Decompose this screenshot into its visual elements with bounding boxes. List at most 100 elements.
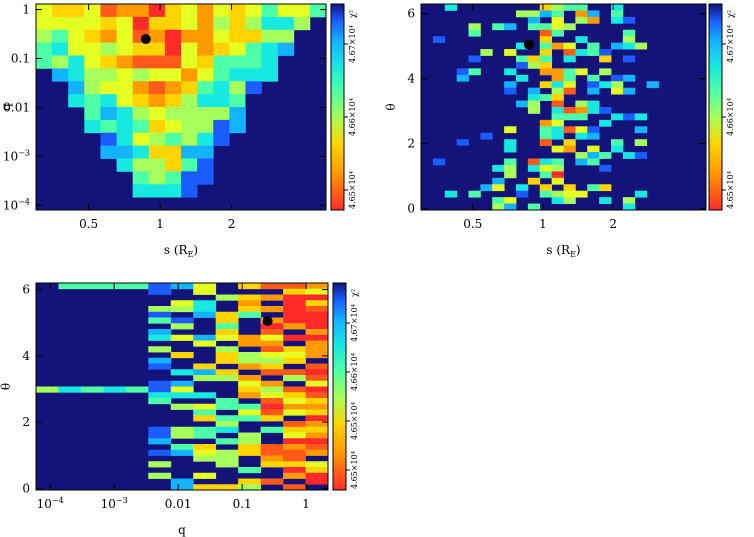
x-tick-label: 10−4 (37, 496, 64, 511)
heatmap-cell (215, 334, 239, 341)
heatmap-cell (599, 152, 612, 159)
heatmap-cell (260, 398, 284, 405)
heatmap-cell (563, 126, 576, 134)
heatmap-cell (622, 29, 636, 37)
heatmap-cell (456, 145, 469, 153)
heatmap-cell (504, 139, 517, 147)
heatmap-cell (193, 444, 217, 451)
heatmap-cell (539, 158, 553, 166)
heatmap-cell (116, 55, 134, 69)
heatmap-cell (504, 68, 517, 76)
heatmap-cell (229, 55, 246, 69)
heatmap-cell (193, 375, 217, 382)
heatmap-cell (622, 113, 636, 121)
heatmap-cell (305, 386, 329, 393)
heatmap-cell (646, 68, 659, 76)
heatmap-cell (215, 449, 239, 456)
heatmap-cell (305, 449, 329, 456)
heatmap-cell (193, 334, 217, 341)
x-tick-label: 1 (539, 217, 547, 231)
colorbar-tick-label: 4.66×10⁴ (348, 98, 357, 136)
heatmap-cell (148, 16, 166, 31)
heatmap-cell (305, 340, 329, 347)
heatmap-cell (132, 68, 150, 82)
heatmap-cell (148, 29, 166, 44)
heatmap-cell (305, 300, 329, 307)
heatmap-cell (238, 294, 262, 301)
heatmap-cell (283, 317, 306, 324)
heatmap-cell (468, 29, 481, 37)
x-tick-label: 0.01 (165, 497, 192, 511)
heatmap-cell (181, 81, 198, 95)
heatmap-cell (164, 158, 182, 172)
heatmap-cell (148, 438, 172, 445)
heatmap-cell (148, 329, 172, 336)
heatmap-cell (551, 16, 564, 24)
heatmap-cell (527, 23, 541, 31)
heatmap-cell (658, 203, 671, 211)
heatmap-cell (575, 107, 588, 114)
heatmap-cell (551, 164, 564, 172)
heatmap-cell (468, 23, 481, 31)
heatmap-cell (305, 288, 329, 295)
heatmap-cell (148, 317, 172, 324)
heatmap-cell (215, 323, 239, 330)
heatmap-cell (215, 426, 239, 433)
heatmap-cell (504, 126, 517, 134)
heatmap-cell (148, 119, 166, 134)
heatmap-cell (539, 94, 553, 101)
heatmap-cell (283, 334, 306, 341)
x-tick-label: 0.5 (463, 217, 482, 231)
heatmap-cell (527, 203, 541, 211)
heatmap-cell (587, 42, 600, 50)
heatmap-cell (563, 184, 576, 192)
plot-frame (35, 282, 329, 491)
heatmap-cell (563, 23, 576, 31)
heatmap-cell (261, 29, 279, 44)
heatmap-cell (305, 363, 329, 370)
heatmap-cell (611, 74, 624, 82)
heatmap-cell (283, 438, 306, 445)
heatmap-cell (170, 478, 194, 485)
heatmap-cell (563, 139, 576, 147)
heatmap-cell (551, 10, 564, 18)
heatmap-cell (260, 403, 284, 410)
heatmap-cell (283, 357, 306, 364)
heatmap-cell (148, 145, 166, 159)
heatmap-cell (245, 94, 262, 108)
heatmap-cell (84, 94, 101, 108)
heatmap-cell (170, 369, 194, 376)
heatmap-cell (148, 132, 166, 147)
heatmap-cell (100, 145, 117, 159)
heatmap-cell (563, 55, 576, 63)
heatmap-cell (622, 36, 636, 44)
heatmap-cell (527, 61, 541, 69)
heatmap-cell (164, 29, 182, 44)
heatmap-cell (539, 61, 553, 69)
y-tick-label: 2 (22, 415, 30, 429)
heatmap-cell (622, 74, 636, 82)
heatmap-cell (148, 386, 172, 393)
heatmap-cell (634, 113, 648, 121)
heatmap-cell (215, 352, 239, 359)
heatmap-cell (283, 386, 306, 393)
heatmap-cell (305, 421, 329, 428)
heatmap-cell (575, 100, 588, 108)
heatmap-cell (456, 74, 469, 82)
heatmap-cell (622, 152, 636, 159)
colorbar-tick-label: 4.65×10⁴ (350, 451, 359, 489)
heatmap-cell (504, 49, 517, 56)
heatmap-cell (193, 432, 217, 439)
heatmap-cell (504, 203, 517, 211)
heatmap-cell (164, 42, 182, 56)
heatmap-cell (527, 16, 541, 24)
heatmap-cell (305, 409, 329, 416)
heatmap-cell (516, 184, 529, 192)
heatmap-cell (148, 42, 166, 56)
heatmap-cell (132, 119, 150, 134)
heatmap-cell (504, 164, 517, 172)
heatmap-cell (148, 363, 172, 370)
heatmap-cell (238, 380, 262, 387)
heatmap-cell (148, 392, 172, 399)
heatmap-cell (213, 4, 230, 18)
